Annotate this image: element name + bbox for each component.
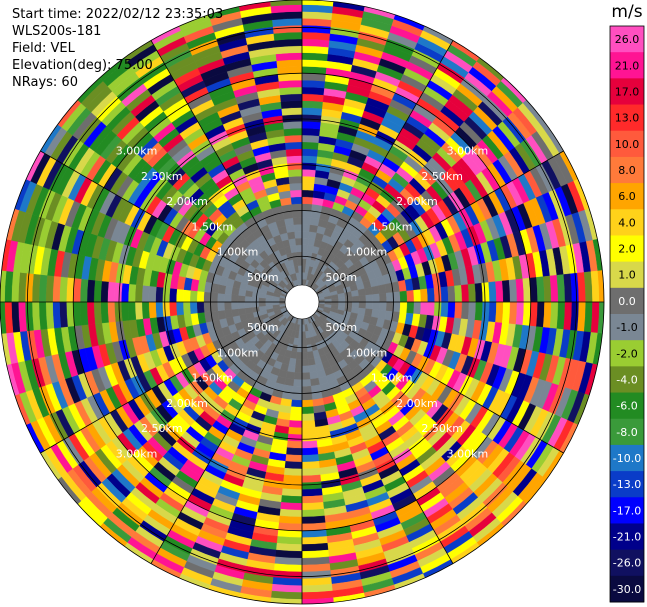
colorbar-swatch: [610, 104, 644, 132]
colorbar-swatch: [610, 366, 644, 394]
colorbar-tick-label: -8.0: [616, 426, 637, 439]
range-ring-label: 2.50km: [141, 422, 183, 435]
azimuth-spokes: [0, 0, 604, 604]
elevation: Elevation(deg): 75.00: [12, 58, 153, 73]
colorbar-swatch: [610, 471, 644, 498]
range-ring-label: 2.50km: [421, 170, 463, 183]
colorbar-tick-label: 2.0: [618, 243, 636, 256]
colorbar-swatch: [610, 575, 644, 603]
colorbar-tick-label: 26.0: [615, 33, 640, 46]
azimuth-spoke: [40, 310, 288, 454]
range-ring-label: 2.50km: [141, 170, 183, 183]
colorbar-border: [609, 25, 645, 603]
colorbar-tick-label: 4.0: [618, 216, 636, 229]
range-ring-label: 2.00km: [166, 397, 208, 410]
range-ring-label: 500m: [325, 271, 357, 284]
colorbar-tick-label: -21.0: [613, 531, 641, 544]
colorbar-swatch: [610, 183, 644, 210]
azimuth-spoke: [40, 150, 288, 294]
colorbar-swatch: [610, 314, 644, 341]
colorbar-swatch: [610, 26, 644, 53]
colorbar-tick-label: -13.0: [613, 478, 641, 491]
colorbar-tick-label: 0.0: [618, 295, 636, 308]
colorbar-swatch: [610, 444, 644, 472]
azimuth-spoke: [310, 40, 454, 288]
colorbar-swatch: [610, 523, 644, 551]
range-ring-label: 2.50km: [421, 422, 463, 435]
range-ring-label: 3.00km: [116, 145, 158, 158]
nrays: NRays: 60: [12, 75, 78, 90]
colorbar-tick-label: -10.0: [613, 452, 641, 465]
colorbar-tick-label: 1.0: [618, 269, 636, 282]
colorbar-swatch: [610, 340, 644, 367]
blind-zone: [284, 284, 320, 320]
colorbar-tick-label: 10.0: [615, 138, 640, 151]
range-ring-label: 1.00km: [217, 246, 259, 259]
colorbar-ticks: 26.0 21.0 17.0 13.0 10.0 8.0 6.0 4.0 2.0 1.0 0.0 -1…: [613, 33, 641, 596]
range-ring-label: 500m: [325, 321, 357, 334]
range-ring-label: 2.00km: [396, 397, 438, 410]
start-time: Start time: 2022/02/12 23:35:03: [12, 7, 224, 22]
azimuth-spoke: [150, 316, 294, 564]
range-ring-label: 1.00km: [217, 346, 259, 359]
colorbar-swatch: [610, 392, 644, 420]
range-ring-label: 1.50km: [191, 372, 233, 385]
range-ring-label: 1.50km: [371, 372, 413, 385]
colorbar-tick-label: -26.0: [613, 557, 641, 570]
range-ring-label: 3.00km: [447, 145, 489, 158]
range-ring-label: 1.00km: [346, 246, 388, 259]
range-ring-label: 1.50km: [371, 220, 413, 233]
colorbar-swatch: [610, 497, 644, 524]
azimuth-spoke: [310, 316, 454, 564]
field-name: Field: VEL: [12, 41, 75, 56]
colorbar-tick-label: -6.0: [616, 400, 637, 413]
colorbar-tick-label: 13.0: [615, 112, 640, 125]
azimuth-spoke: [150, 40, 294, 288]
colorbar-swatch: [610, 235, 644, 263]
colorbar-tick-label: -17.0: [613, 504, 641, 517]
range-ring-label: 500m: [247, 321, 279, 334]
colorbar-swatch: [610, 261, 644, 289]
colorbar-swatch: [610, 52, 644, 79]
range-ring-label: 2.00km: [396, 195, 438, 208]
velocity-cells: [0, 0, 605, 605]
azimuth-spoke: [316, 150, 564, 294]
colorbar-swatch: [610, 130, 644, 158]
range-ring-label: 1.00km: [346, 346, 388, 359]
instrument-name: WLS200s-181: [12, 24, 102, 39]
colorbar-swatch: [610, 418, 644, 446]
colorbar-swatch: [610, 156, 644, 184]
colorbar-swatch: [610, 209, 644, 236]
colorbar-tick-label: -4.0: [616, 373, 637, 386]
range-ring-label: 2.00km: [166, 195, 208, 208]
azimuth-spoke: [316, 310, 564, 454]
range-ring-label: 1.50km: [191, 220, 233, 233]
colorbar-tick-label: -1.0: [616, 321, 637, 334]
colorbar-tick-label: 21.0: [615, 59, 640, 72]
range-ring-label: 3.00km: [116, 447, 158, 460]
colorbar-swatch: [610, 549, 644, 577]
colorbar-tick-label: 6.0: [618, 190, 636, 203]
colorbar-title: m/s: [611, 2, 642, 22]
colorbar-swatches: [609, 25, 645, 603]
range-ring-label: 500m: [247, 271, 279, 284]
colorbar-tick-label: 8.0: [618, 164, 636, 177]
colorbar-swatch: [610, 287, 644, 315]
colorbar-tick-label: -2.0: [616, 347, 637, 360]
colorbar-tick-label: 17.0: [615, 85, 640, 98]
scan-info: Start time: 2022/02/12 23:35:03 WLS200s-…: [12, 6, 223, 91]
range-ring-labels: 500m 500m 500m 500m 1.00km 1.00km 1.00km 1.00km…: [116, 145, 488, 461]
colorbar-swatch: [610, 78, 644, 106]
colorbar-tick-label: -30.0: [613, 583, 641, 596]
range-ring-label: 3.00km: [447, 447, 489, 460]
